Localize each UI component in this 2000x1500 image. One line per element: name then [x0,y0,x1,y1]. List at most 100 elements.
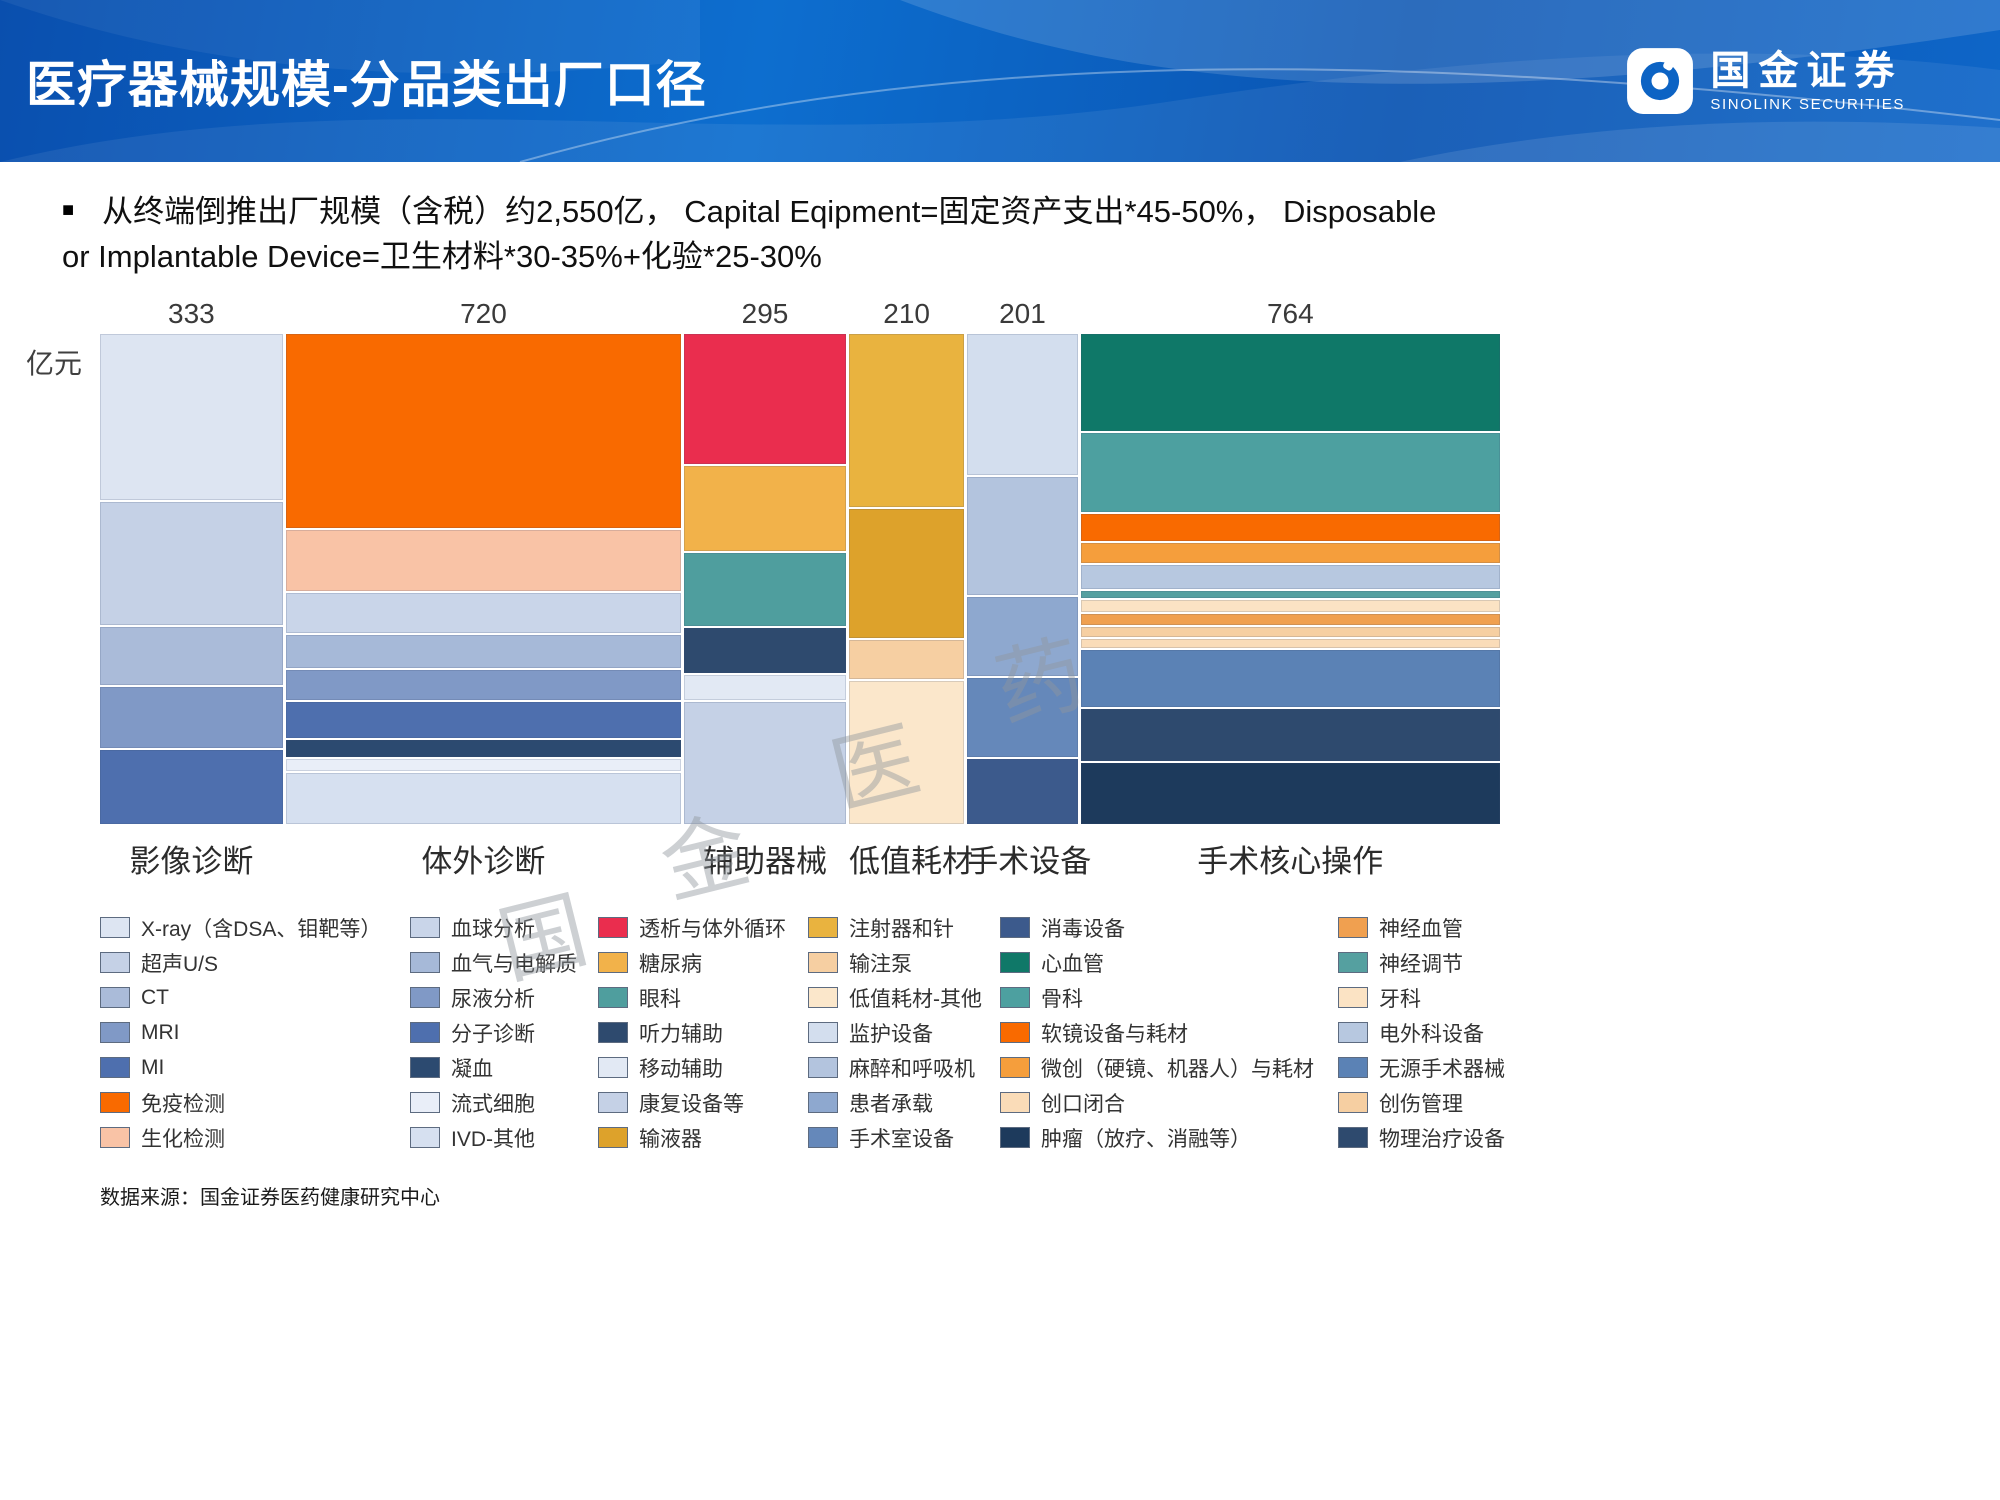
mosaic-segment [285,670,682,700]
legend-item: 牙科 [1338,987,1523,1011]
mosaic-segment [100,687,283,749]
mosaic-column: 295 辅助器械 [684,298,846,881]
mosaic-segment [684,627,846,674]
brand-text: 国金证券 SINOLINK SECURITIES [1710,50,1905,113]
legend-swatch [1338,1057,1368,1079]
mosaic-segment [967,759,1078,824]
legend-column: 消毒设备 心血管 骨科 软镜设备与耗材 微创（硬镜、机器人）与耗材 创口闭合 肿瘤（放疗、消… [1000,917,1338,1151]
column-total-label: 295 [741,297,789,329]
column-category-label: 低值耗材 [848,843,973,879]
legend-label: 监护设备 [849,1022,933,1046]
chart-legend: X-ray（含DSA、钼靶等） 超声U/S CT MRI MI 免疫检测 生化检测 血球分析血… [100,917,2000,1151]
legend-item: 消毒设备 [1000,917,1338,941]
legend-label: 血气与电解质 [451,952,577,976]
legend-swatch [808,952,838,974]
mosaic-segment [684,675,846,700]
column-segment-stack [1080,333,1500,824]
legend-item: 分子诊断 [410,1022,598,1046]
legend-swatch [1338,1092,1368,1114]
legend-swatch [808,1127,838,1149]
column-total-label: 201 [999,297,1046,329]
column-total-label: 210 [883,297,930,329]
mosaic-segment [285,773,682,824]
legend-label: 听力辅助 [639,1022,723,1046]
mosaic-segment [967,477,1078,595]
legend-label: MRI [141,1020,180,1044]
legend-swatch [410,1127,440,1149]
legend-swatch [808,1092,838,1114]
legend-swatch [1338,917,1368,939]
legend-swatch [100,1092,130,1114]
legend-item: 神经血管 [1338,917,1523,941]
legend-item: 无源手术器械 [1338,1057,1523,1081]
legend-swatch [100,917,130,939]
brand-name-cn: 国金证券 [1710,48,1903,93]
legend-swatch [598,952,628,974]
legend-swatch [1000,952,1030,974]
legend-item: 创伤管理 [1338,1092,1523,1116]
column-category-label: 体外诊断 [421,843,546,879]
legend-swatch [808,1057,838,1079]
page-title: 医疗器械规模-分品类出厂口径 [26,57,707,113]
legend-item: 患者承载 [808,1092,1000,1116]
legend-item: 听力辅助 [598,1022,808,1046]
mosaic-segment [1080,614,1500,626]
legend-label: 创口闭合 [1041,1092,1125,1116]
legend-swatch [808,987,838,1009]
legend-swatch [410,1092,440,1114]
legend-swatch [100,952,130,974]
legend-label: X-ray（含DSA、钼靶等） [141,917,382,941]
mosaic-segment [1080,639,1500,648]
legend-label: MI [141,1055,165,1079]
legend-swatch [1338,1127,1368,1149]
mosaic-chart: 亿元 333 影像诊断 720 体外诊断 295 辅助器械 210 低值耗材 201 手术设备 76… [26,298,1500,881]
mosaic-segment [1080,590,1500,599]
mosaic-segment [285,592,682,634]
legend-item: 眼科 [598,987,808,1011]
legend-item: 创口闭合 [1000,1092,1338,1116]
legend-item: 监护设备 [808,1022,1000,1046]
legend-item: 软镜设备与耗材 [1000,1022,1338,1046]
legend-column: 神经血管 神经调节 牙科 电外科设备 无源手术器械 创伤管理 物理治疗设备 [1338,917,1523,1151]
mosaic-segment [1080,513,1500,541]
legend-swatch [100,1127,130,1149]
legend-swatch [410,987,440,1009]
mosaic-segment [684,466,846,551]
legend-item: 血球分析 [410,917,598,941]
mosaic-segment [100,333,283,501]
legend-item: 骨科 [1000,987,1338,1011]
legend-label: 糖尿病 [639,952,702,976]
mosaic-segment [967,678,1078,758]
legend-label: 流式细胞 [451,1092,535,1116]
mosaic-segment [285,333,682,529]
legend-label: 牙科 [1379,987,1421,1011]
legend-swatch [1000,1057,1030,1079]
column-category-label: 影像诊断 [129,843,254,879]
legend-item: 流式细胞 [410,1092,598,1116]
legend-label: 注射器和针 [849,917,954,941]
legend-swatch [1000,987,1030,1009]
column-segment-stack [100,333,283,824]
mosaic-segment [1080,543,1500,563]
legend-label: 患者承载 [849,1092,933,1116]
bullet-marker: ■ [62,199,75,221]
legend-column: 注射器和针 输注泵 低值耗材-其他 监护设备 麻醉和呼吸机 患者承载 手术室设备 [808,917,1000,1151]
mosaic-column: 720 体外诊断 [285,298,682,881]
mosaic-segment [1080,433,1500,512]
legend-item: MRI [100,1020,410,1044]
legend-item: 输注泵 [808,952,1000,976]
legend-item: 电外科设备 [1338,1022,1523,1046]
legend-item: X-ray（含DSA、钼靶等） [100,917,410,941]
legend-label: 尿液分析 [451,987,535,1011]
mosaic-segment [1080,564,1500,589]
mosaic-columns: 333 影像诊断 720 体外诊断 295 辅助器械 210 低值耗材 201 手术设备 764 手术… [100,298,1500,881]
legend-item: 心血管 [1000,952,1338,976]
legend-label: 生化检测 [141,1127,225,1151]
legend-item: MI [100,1055,410,1079]
summary-text: 从终端倒推出厂规模（含税）约2,550亿， Capital Eqipment=固… [62,194,1437,274]
legend-label: 消毒设备 [1041,917,1125,941]
mosaic-segment [848,333,965,507]
legend-item: 移动辅助 [598,1057,808,1081]
column-category-label: 辅助器械 [703,843,828,879]
column-category-label: 手术设备 [967,843,1092,879]
